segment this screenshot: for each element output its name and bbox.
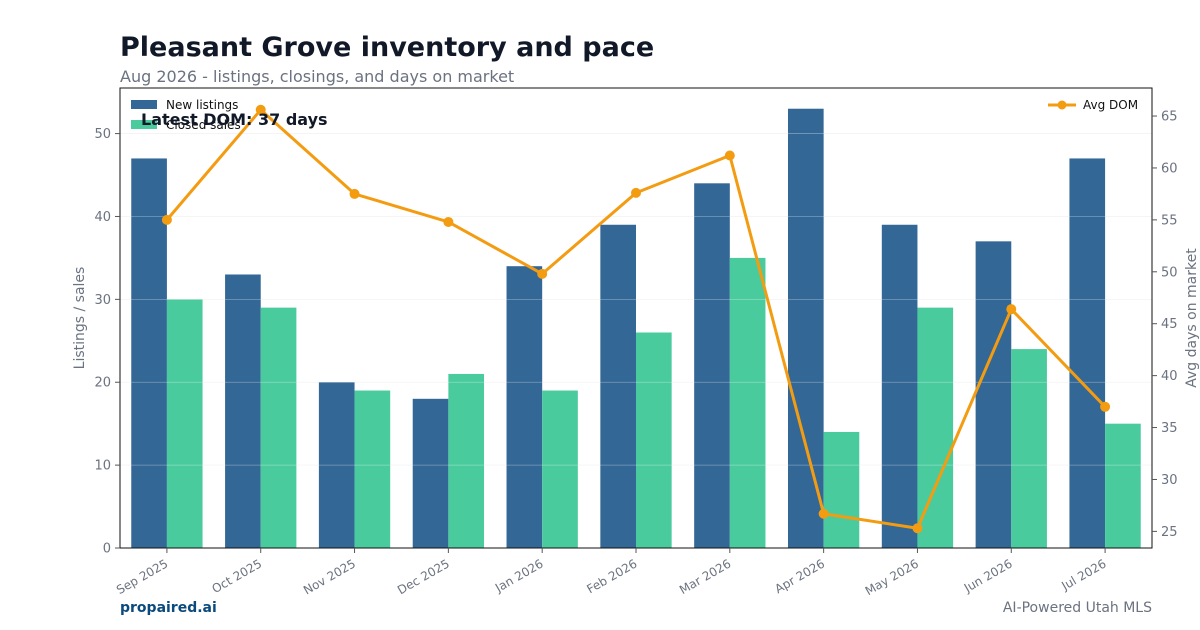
y-tick-label: 30: [94, 293, 111, 308]
bar-new-listings: [225, 274, 261, 548]
x-tick-label: May 2026: [863, 556, 921, 598]
bar-new-listings: [787, 108, 824, 549]
y2-tick-label: 45: [1161, 317, 1178, 332]
point-avg-dom: [443, 216, 454, 227]
chart-title: Pleasant Grove inventory and pace: [120, 32, 655, 63]
bar-closed-sales: [729, 257, 766, 548]
y-tick-label: 50: [94, 127, 111, 142]
bar-new-listings: [506, 266, 543, 548]
point-avg-dom: [631, 187, 641, 198]
legend-label-closed-sales: Closed sales: [166, 118, 241, 132]
bar-new-listings: [600, 224, 636, 548]
latest-dom-annotation: Latest DOM: 37 days: [141, 110, 328, 129]
point-avg-dom: [255, 104, 266, 115]
bar-closed-sales: [542, 390, 578, 548]
y-tick-label: 10: [94, 459, 111, 474]
bar-closed-sales: [1011, 349, 1047, 548]
point-avg-dom: [161, 214, 172, 225]
x-tick-label: Nov 2025: [301, 556, 358, 597]
bar-new-listings: [975, 241, 1012, 549]
bar-new-listings: [412, 398, 449, 548]
point-avg-dom: [349, 188, 360, 199]
x-tick-label: Dec 2025: [395, 556, 452, 597]
legend-label-new-listings: New listings: [166, 98, 238, 112]
bar-new-listings: [694, 183, 730, 549]
footer-tagline: AI-Powered Utah MLS: [1002, 600, 1152, 616]
y-axis-label: Listings / sales: [72, 267, 88, 370]
legend-swatch-new-listings: [131, 100, 157, 109]
bar-new-listings: [1069, 158, 1106, 549]
x-tick-label: Jan 2026: [492, 556, 546, 595]
legend-label-avg-dom: Avg DOM: [1083, 98, 1138, 112]
bar-closed-sales: [354, 390, 391, 548]
point-avg-dom: [724, 150, 735, 161]
point-avg-dom: [537, 268, 548, 279]
point-avg-dom: [912, 523, 923, 534]
x-tick-label: Jul 2026: [1058, 556, 1108, 593]
bar-closed-sales: [260, 307, 297, 548]
y2-tick-label: 55: [1161, 213, 1178, 228]
x-tick-label: Sep 2025: [114, 556, 170, 597]
x-tick-label: Feb 2026: [584, 556, 639, 596]
y2-tick-label: 50: [1161, 265, 1178, 280]
x-tick-label: Oct 2025: [210, 556, 265, 596]
y2-axis-label: Avg days on market: [1184, 248, 1200, 388]
y-tick-label: 0: [103, 542, 111, 557]
point-avg-dom: [818, 508, 829, 519]
bar-closed-sales: [823, 431, 860, 548]
bar-new-listings: [318, 382, 355, 548]
bar-closed-sales: [448, 373, 485, 548]
x-tick-label: Mar 2026: [677, 556, 733, 597]
brand-logo-text[interactable]: propaired.ai: [120, 600, 217, 616]
y-tick-label: 40: [94, 210, 111, 225]
y2-tick-label: 30: [1161, 473, 1178, 488]
legend-swatch-closed-sales: [131, 120, 157, 129]
point-avg-dom: [1006, 304, 1017, 315]
y2-tick-label: 35: [1161, 421, 1178, 436]
y-tick-label: 20: [94, 376, 111, 391]
y2-tick-label: 60: [1161, 161, 1178, 176]
x-tick-label: Jun 2026: [961, 556, 1015, 595]
bar-closed-sales: [636, 332, 672, 548]
bar-closed-sales: [917, 307, 954, 548]
legend-marker-avg-dom: [1057, 100, 1067, 110]
bar-closed-sales: [1105, 423, 1141, 548]
bar-closed-sales: [166, 299, 203, 548]
bar-new-listings: [131, 158, 167, 549]
chart-subtitle: Aug 2026 - listings, closings, and days …: [120, 67, 515, 86]
y2-tick-label: 25: [1161, 525, 1178, 540]
bar-new-listings: [881, 224, 918, 548]
x-tick-label: Apr 2026: [772, 556, 827, 596]
y2-tick-label: 40: [1161, 369, 1178, 384]
point-avg-dom: [1100, 401, 1111, 412]
y2-tick-label: 65: [1161, 110, 1178, 125]
